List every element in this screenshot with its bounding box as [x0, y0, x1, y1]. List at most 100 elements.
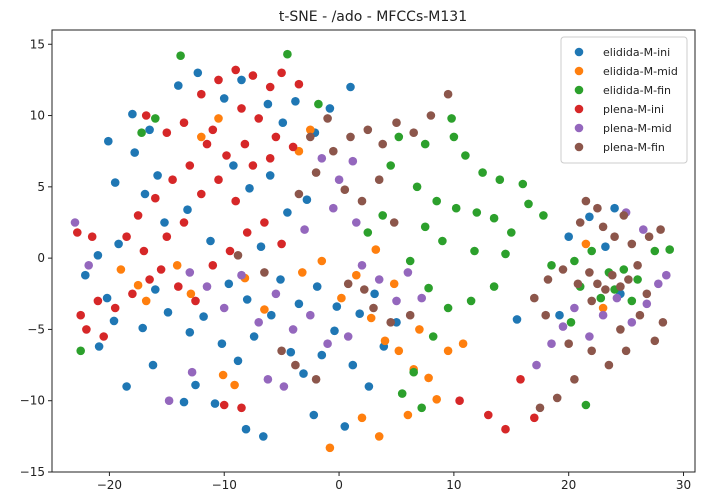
point-elidida-M-mid-14 [424, 373, 433, 383]
point-plena-M-fin-56 [581, 196, 591, 206]
point-elidida-M-ini-52 [242, 295, 252, 304]
point-elidida-M-fin-21 [397, 389, 407, 398]
point-plena-M-mid-12 [357, 261, 367, 270]
point-plena-M-mid-36 [639, 225, 648, 234]
point-elidida-M-mid-16 [403, 410, 413, 420]
point-elidida-M-ini-68 [148, 360, 158, 370]
point-plena-M-ini-33 [265, 154, 275, 163]
point-elidida-M-ini-72 [183, 205, 192, 214]
point-plena-M-fin-22 [343, 279, 353, 289]
point-plena-M-ini-52 [208, 125, 218, 135]
legend-label: plena-M-mid [603, 122, 672, 135]
point-elidida-M-ini-36 [193, 68, 203, 78]
point-plena-M-mid-7 [271, 289, 281, 299]
point-elidida-M-mid-1 [214, 114, 223, 123]
point-plena-M-ini-9 [294, 79, 304, 89]
point-plena-M-ini-45 [219, 400, 229, 410]
point-plena-M-mid-15 [403, 268, 413, 277]
point-elidida-M-ini-69 [179, 397, 189, 407]
point-plena-M-ini-8 [277, 68, 286, 78]
point-elidida-M-ini-40 [278, 118, 288, 127]
point-plena-M-ini-15 [185, 161, 195, 170]
point-plena-M-fin-3 [311, 168, 321, 177]
point-elidida-M-mid-29 [581, 239, 591, 249]
y-tick-label: −5 [27, 322, 45, 336]
y-tick-label: −15 [20, 465, 45, 479]
point-elidida-M-fin-44 [627, 296, 637, 306]
point-elidida-M-ini-46 [245, 184, 254, 193]
point-plena-M-ini-19 [122, 232, 131, 241]
y-tick-label: 15 [30, 37, 45, 51]
x-tick-label: −10 [212, 478, 237, 492]
point-elidida-M-ini-19 [249, 332, 259, 341]
point-elidida-M-fin-38 [633, 275, 642, 284]
point-elidida-M-ini-25 [348, 360, 358, 370]
point-elidida-M-ini-38 [237, 75, 246, 85]
point-plena-M-ini-12 [271, 132, 281, 142]
point-elidida-M-fin-7 [472, 208, 482, 217]
point-elidida-M-ini-71 [153, 171, 162, 180]
point-plena-M-fin-23 [277, 346, 286, 356]
point-plena-M-fin-25 [311, 375, 321, 384]
y-tick-label: 0 [37, 251, 45, 265]
point-plena-M-ini-2 [179, 118, 189, 127]
point-elidida-M-fin-4 [412, 182, 422, 192]
x-tick-label: −20 [97, 478, 122, 492]
point-elidida-M-ini-8 [93, 251, 103, 260]
point-plena-M-mid-28 [570, 303, 579, 313]
point-plena-M-ini-46 [237, 403, 246, 413]
point-elidida-M-ini-62 [601, 242, 610, 251]
point-plena-M-fin-42 [627, 239, 637, 249]
chart-title: t-SNE - /ado - MFCCs-M131 [279, 9, 467, 25]
point-plena-M-fin-41 [610, 232, 619, 241]
point-elidida-M-fin-8 [489, 213, 499, 223]
point-plena-M-mid-13 [374, 275, 384, 284]
point-plena-M-mid-38 [164, 396, 174, 406]
point-plena-M-mid-14 [392, 296, 401, 306]
point-plena-M-fin-21 [360, 285, 369, 294]
point-elidida-M-fin-49 [151, 114, 160, 123]
point-elidida-M-ini-21 [286, 347, 296, 357]
series-elidida-M-ini [81, 68, 625, 441]
point-plena-M-mid-16 [417, 293, 427, 303]
point-elidida-M-ini-65 [512, 315, 522, 324]
point-elidida-M-ini-48 [283, 208, 292, 217]
point-elidida-M-fin-35 [587, 246, 596, 256]
point-plena-M-mid-4 [219, 303, 229, 313]
point-plena-M-ini-18 [133, 211, 143, 220]
point-plena-M-fin-55 [541, 310, 550, 320]
point-plena-M-fin-9 [409, 128, 419, 137]
point-plena-M-fin-19 [386, 318, 396, 327]
y-axis: −15 −10 −5 0 5 10 15 [20, 37, 52, 479]
x-axis: −20 −10 0 10 20 30 [97, 472, 691, 492]
point-elidida-M-ini-22 [299, 369, 308, 378]
point-elidida-M-mid-10 [366, 313, 376, 323]
point-plena-M-fin-24 [291, 360, 300, 370]
point-plena-M-ini-53 [222, 151, 231, 160]
point-elidida-M-mid-22 [458, 339, 468, 349]
legend: elidida-M-ini elidida-M-mid elidida-M-fin p… [560, 36, 688, 164]
legend-marker [574, 104, 584, 114]
point-plena-M-fin-26 [530, 293, 539, 303]
point-plena-M-fin-28 [558, 265, 568, 274]
point-plena-M-mid-11 [343, 332, 353, 341]
point-elidida-M-fin-47 [76, 346, 85, 356]
point-plena-M-ini-3 [197, 89, 206, 99]
point-plena-M-ini-38 [110, 303, 120, 313]
point-elidida-M-mid-0 [197, 132, 206, 142]
legend-label: plena-M-ini [603, 103, 664, 116]
point-elidida-M-mid-8 [337, 293, 346, 303]
point-elidida-M-mid-24 [260, 305, 269, 314]
point-elidida-M-ini-39 [263, 99, 273, 109]
point-elidida-M-ini-41 [291, 97, 300, 106]
point-plena-M-mid-3 [202, 282, 212, 291]
point-elidida-M-mid-33 [141, 296, 151, 306]
point-elidida-M-fin-33 [547, 261, 556, 270]
point-elidida-M-ini-58 [355, 309, 365, 319]
point-plena-M-fin-46 [604, 360, 614, 370]
point-elidida-M-fin-17 [424, 283, 433, 293]
legend-marker [574, 142, 584, 152]
x-tick-label: 30 [676, 478, 691, 492]
point-elidida-M-ini-26 [364, 382, 374, 391]
point-elidida-M-fin-6 [451, 203, 461, 213]
